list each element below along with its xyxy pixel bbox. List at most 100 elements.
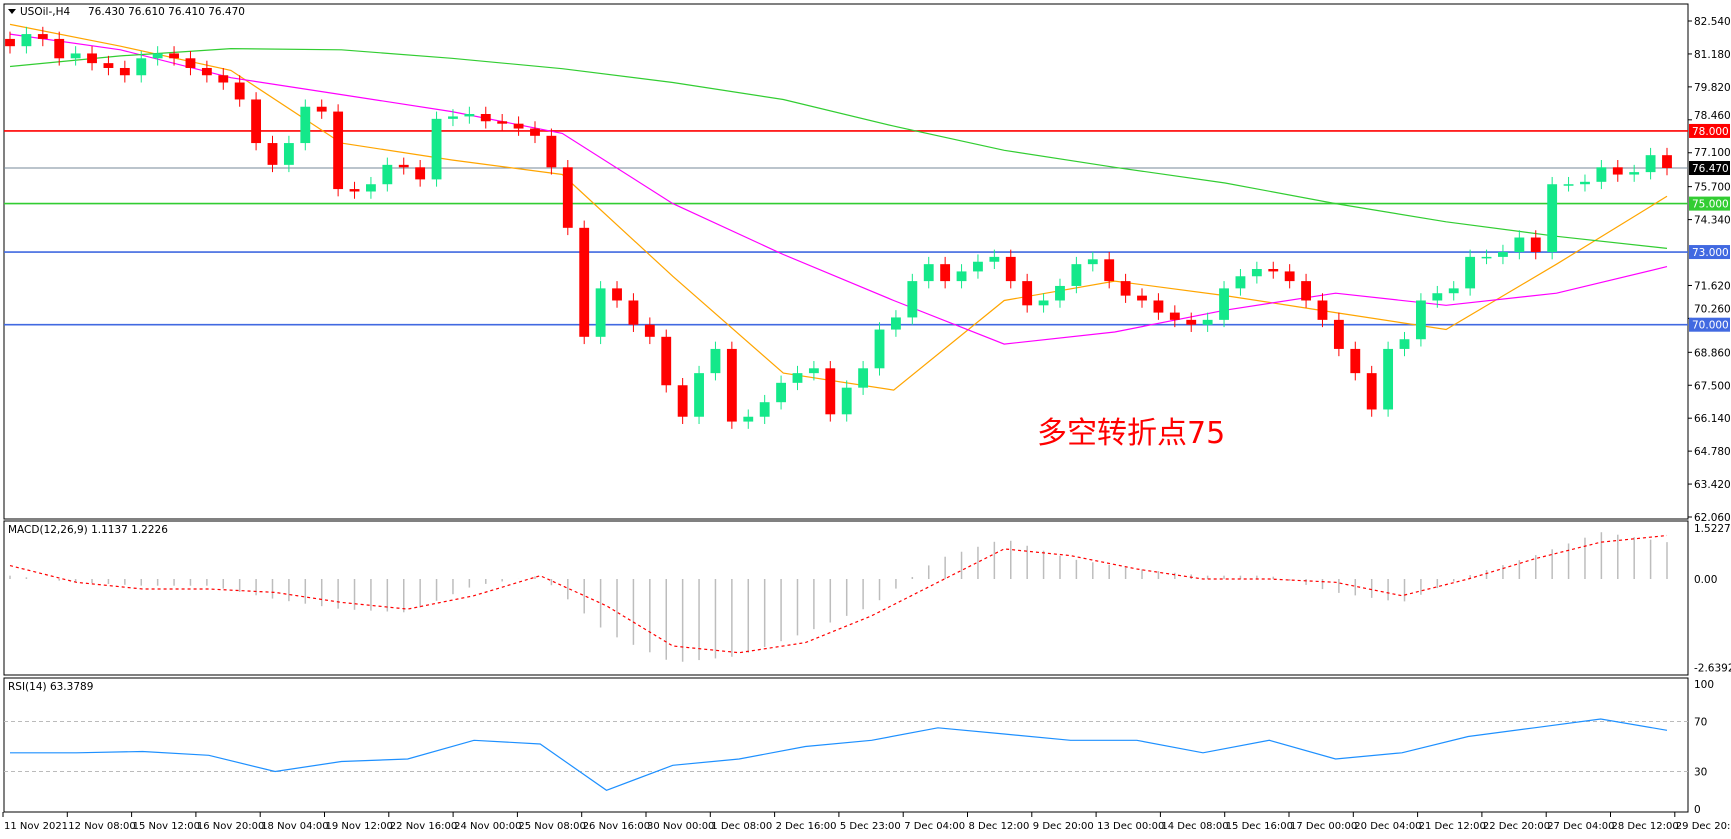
time-tick-label: 16 Nov 20:00 [197,821,264,832]
price-tick-label: 75.700 [1694,182,1731,194]
candle-bullish [1415,300,1426,340]
price-tag-label: 76.470 [1692,163,1729,175]
price-tag-label: 75.000 [1692,199,1729,211]
candle-bearish [1137,295,1147,301]
candle-bullish [136,58,147,76]
time-tick-label: 14 Dec 08:00 [1161,821,1228,832]
price-axis[interactable]: 82.540 81.180 79.820 78.460 77.100 75.700 74.3… [1688,16,1731,524]
candle-bullish [1448,288,1459,294]
time-tick-label: 29 Dec 20:00 [1676,821,1731,832]
time-tick-label: 2 Dec 16:00 [776,821,837,832]
candle-bearish [1317,300,1328,320]
candle-bullish [1219,288,1229,320]
time-tick-label: 5 Dec 23:00 [840,821,901,832]
candle-bearish [1153,300,1164,313]
candle-bullish [1202,319,1213,325]
candle-bearish [940,264,951,282]
moving-averages [9,23,1668,391]
candle-bearish [1268,269,1279,272]
candle-bullish [956,271,967,282]
candle-bullish [989,256,1000,262]
candle-bearish [1022,281,1033,306]
price-tag-label: 78.000 [1692,126,1729,138]
time-tick-label: 15 Nov 12:00 [133,821,200,832]
price-tag-label: 73.000 [1692,247,1729,259]
candle-bullish [1645,155,1656,173]
candle-bearish [1186,319,1197,325]
candle-bullish [283,143,294,165]
candle-bearish [1366,373,1377,410]
price-tick-label: 66.140 [1694,413,1731,425]
candle-bullish [1432,293,1443,301]
panel-frames [3,3,1689,813]
candle-bullish [1563,184,1574,186]
candle-bearish [497,121,508,124]
candle-bullish [1087,259,1098,265]
candle-bullish [841,387,852,415]
candle-bearish [119,67,130,76]
price-tick-label: 68.860 [1694,347,1731,359]
candle-bearish [415,167,426,180]
moving-average-line-3 [9,47,1668,249]
rsi-tick-label: 100 [1694,679,1714,691]
horizontal-lines[interactable] [4,130,1688,326]
symbol-label: USOil-,H4 [20,6,70,18]
time-tick-label: 17 Dec 00:00 [1290,821,1357,832]
candle-bearish [37,34,48,39]
time-tick-label: 24 Nov 00:00 [454,821,521,832]
candle-bullish [1071,264,1082,286]
candle-bullish [1481,256,1492,259]
time-tick-label: 18 Nov 04:00 [261,821,328,832]
candle-bullish [694,373,704,417]
candle-bearish [513,123,524,129]
time-tick-label: 11 Nov 2021 [4,821,68,832]
time-tick-label: 22 Dec 20:00 [1483,821,1550,832]
candle-bullish [1596,167,1607,182]
price-tag [1689,317,1730,332]
candle-bearish [349,189,360,192]
candle-bearish [251,99,262,144]
price-tag [1689,123,1730,138]
dropdown-triangle-icon[interactable] [8,9,16,14]
candle-bearish [398,164,409,168]
candle-bullish [366,184,376,192]
price-tick-label: 67.500 [1694,380,1731,392]
candle-bearish [825,368,836,415]
candle-bearish [612,288,622,301]
candle-bullish [890,317,901,330]
candle-bearish [267,143,278,165]
candle-bullish [710,348,721,374]
candle-bearish [530,128,540,136]
candle-bearish [1284,271,1295,282]
rsi-indicator: 100 70 30 0 [4,679,1714,816]
candle-bearish [5,38,15,47]
candle-bearish [201,67,212,76]
candle-bearish [677,385,688,417]
candle-bullish [300,106,311,144]
candle-bullish [21,34,32,47]
candle-bullish [1055,285,1065,301]
rsi-line [10,718,1668,791]
price-tag [1689,245,1730,260]
candle-bullish [1465,256,1476,289]
candle-bullish [382,164,393,185]
candle-bearish [480,114,491,122]
annotation-text[interactable]: 多空转折点75 [1037,416,1225,451]
price-tick-label: 71.620 [1694,280,1731,292]
candle-bearish [1612,167,1623,175]
time-tick-label: 13 Dec 00:00 [1097,821,1164,832]
candle-bullish [1383,348,1394,410]
price-tick-label: 81.180 [1694,49,1731,61]
candle-bullish [1498,252,1508,257]
candle-bullish [973,261,983,272]
price-tick-label: 74.340 [1694,215,1731,227]
candle-bullish [907,281,918,318]
rsi-title: RSI(14) 63.3789 [8,681,93,693]
candle-bullish [152,53,163,59]
candle-bearish [1530,237,1541,253]
header-label: USOil-,H4 76.430 76.610 76.410 76.470 [8,6,245,18]
candle-bearish [234,82,245,100]
price-tick-label: 63.420 [1694,479,1731,491]
